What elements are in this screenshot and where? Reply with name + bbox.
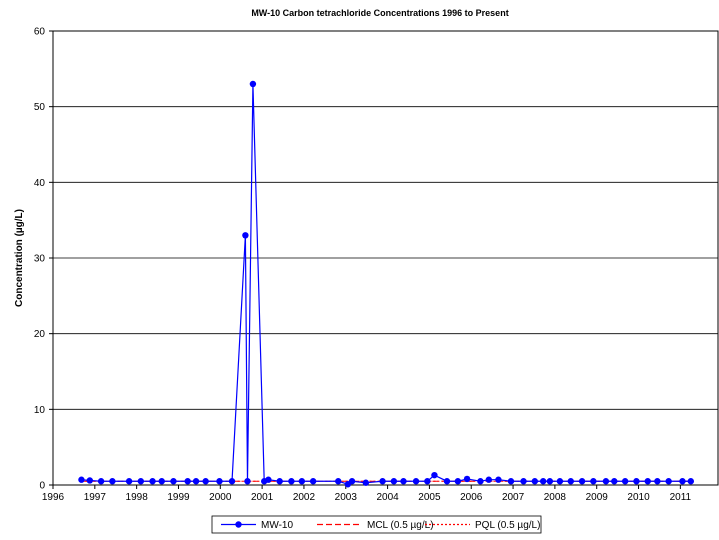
y-tick-label: 60 [34, 27, 46, 38]
x-tick-label: 2005 [418, 492, 441, 503]
x-tick-label: 2010 [627, 492, 650, 503]
x-tick-label: 2009 [586, 492, 609, 503]
x-tick-label: 2011 [670, 492, 692, 503]
x-tick-label: 2001 [251, 492, 274, 503]
data-point [454, 478, 462, 485]
x-tick-label: 1999 [167, 492, 190, 503]
data-point [125, 478, 133, 485]
data-point [348, 478, 356, 485]
data-point [644, 478, 651, 485]
y-tick-label: 0 [39, 481, 45, 492]
data-point [242, 232, 249, 239]
data-point [379, 478, 386, 485]
data-point [149, 478, 156, 485]
series-line-mw-10 [81, 83, 691, 485]
y-tick-label: 10 [34, 405, 46, 416]
data-point [412, 478, 420, 485]
legend-label: PQL (0.5 µg/L) [475, 520, 540, 531]
y-tick-label: 30 [34, 254, 46, 265]
data-point [578, 478, 586, 485]
data-point [276, 478, 283, 485]
data-point [477, 478, 484, 485]
data-point [443, 478, 451, 485]
data-point [531, 478, 539, 485]
data-point [539, 478, 547, 485]
data-point [158, 478, 165, 485]
data-point [184, 478, 191, 485]
data-point [202, 478, 209, 485]
y-tick-label: 50 [34, 102, 46, 113]
data-point [424, 478, 431, 485]
x-axis-ticks: 1996 1997 1998 1999 2000 2001 2002 2003 2004 2005… [42, 485, 692, 503]
data-point [611, 478, 618, 485]
data-point [216, 478, 223, 485]
y-axis-label: Concentration (µg/L) [14, 209, 25, 307]
data-point [309, 478, 317, 485]
data-point [520, 478, 527, 485]
data-point [170, 478, 177, 485]
data-point [679, 478, 686, 485]
data-point [654, 478, 661, 485]
data-point [485, 476, 493, 483]
legend-box [211, 515, 542, 534]
data-point [244, 478, 251, 485]
x-tick-label: 2007 [502, 492, 525, 503]
data-point [335, 478, 342, 485]
legend-marker [235, 521, 242, 528]
data-point [687, 478, 695, 485]
y-tick-label: 40 [34, 178, 46, 189]
x-tick-label: 2002 [293, 492, 316, 503]
data-point [567, 478, 574, 485]
data-point [228, 478, 236, 485]
data-point [137, 478, 145, 485]
data-point [665, 478, 672, 485]
data-point [621, 478, 629, 485]
x-tick-label: 1996 [42, 492, 65, 503]
chart-title: MW-10 Carbon tetrachloride Concentration… [251, 8, 508, 18]
data-point [463, 475, 471, 483]
data-point [298, 478, 306, 485]
data-point [109, 478, 116, 485]
x-tick-label: 1998 [126, 492, 149, 503]
data-point [97, 478, 105, 485]
x-tick-label: 1997 [84, 492, 107, 503]
data-point [288, 478, 295, 485]
data-point [556, 478, 564, 485]
data-point [78, 476, 85, 483]
data-point [633, 478, 640, 485]
x-tick-label: 2008 [544, 492, 567, 503]
data-point [495, 476, 502, 483]
data-point [249, 80, 257, 88]
data-point [602, 478, 610, 485]
series-layer [78, 80, 695, 488]
legend-label: MCL (0.5 µg/L) [367, 520, 434, 531]
data-point [400, 478, 407, 485]
data-point [590, 478, 597, 485]
legend: MW-10 MCL (0.5 µg/L) PQL (0.5 µg/L) [211, 515, 542, 534]
y-tick-label: 20 [34, 329, 46, 340]
gridlines [53, 106, 718, 410]
data-point [507, 478, 515, 485]
data-point [546, 478, 554, 485]
x-tick-label: 2000 [209, 492, 232, 503]
data-point [86, 477, 94, 484]
y-axis-ticks: 0 10 20 30 40 50 60 [34, 27, 53, 492]
data-point [390, 478, 398, 485]
x-tick-label: 2006 [460, 492, 483, 503]
x-tick-label: 2003 [335, 492, 358, 503]
legend-label: MW-10 [261, 520, 293, 531]
data-point [265, 476, 272, 483]
data-point [362, 479, 370, 486]
data-point [431, 471, 438, 479]
data-point [192, 478, 200, 485]
x-tick-label: 2004 [376, 492, 399, 503]
